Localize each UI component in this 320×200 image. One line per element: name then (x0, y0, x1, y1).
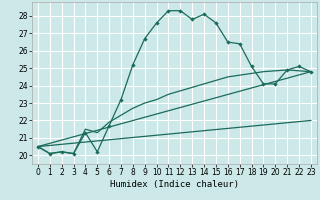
X-axis label: Humidex (Indice chaleur): Humidex (Indice chaleur) (110, 180, 239, 189)
